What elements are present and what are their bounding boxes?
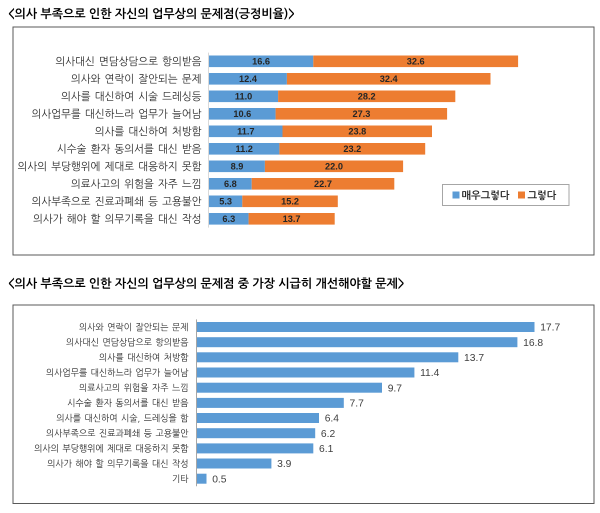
svg-text:6.2: 6.2 (321, 429, 336, 440)
svg-text:5.3: 5.3 (219, 197, 232, 207)
svg-text:3.9: 3.9 (277, 459, 292, 470)
svg-text:6.3: 6.3 (222, 214, 235, 224)
svg-text:28.2: 28.2 (358, 92, 376, 102)
svg-text:11.4: 11.4 (420, 368, 440, 379)
svg-text:13.7: 13.7 (283, 214, 301, 224)
svg-text:22.7: 22.7 (314, 179, 332, 189)
svg-text:17.7: 17.7 (540, 323, 560, 334)
svg-text:12.4: 12.4 (239, 74, 258, 84)
svg-text:16.8: 16.8 (523, 338, 543, 349)
svg-text:11.2: 11.2 (236, 144, 253, 154)
svg-text:13.7: 13.7 (464, 353, 484, 364)
svg-text:7.7: 7.7 (350, 399, 365, 410)
svg-text:11.0: 11.0 (235, 92, 252, 102)
svg-text:16.6: 16.6 (252, 57, 270, 67)
svg-text:6.4: 6.4 (325, 414, 340, 425)
svg-text:15.2: 15.2 (281, 197, 299, 207)
svg-text:32.6: 32.6 (407, 57, 425, 67)
svg-text:11.7: 11.7 (237, 127, 254, 137)
svg-text:6.8: 6.8 (224, 179, 237, 189)
svg-text:8.9: 8.9 (231, 162, 244, 172)
svg-text:10.6: 10.6 (233, 109, 251, 119)
svg-text:32.4: 32.4 (380, 74, 399, 84)
svg-text:0.5: 0.5 (212, 474, 227, 485)
svg-text:6.1: 6.1 (319, 444, 334, 455)
svg-text:9.7: 9.7 (388, 383, 403, 394)
svg-text:23.2: 23.2 (343, 144, 361, 154)
svg-text:23.8: 23.8 (348, 127, 366, 137)
svg-text:22.0: 22.0 (325, 162, 343, 172)
svg-text:27.3: 27.3 (352, 109, 370, 119)
